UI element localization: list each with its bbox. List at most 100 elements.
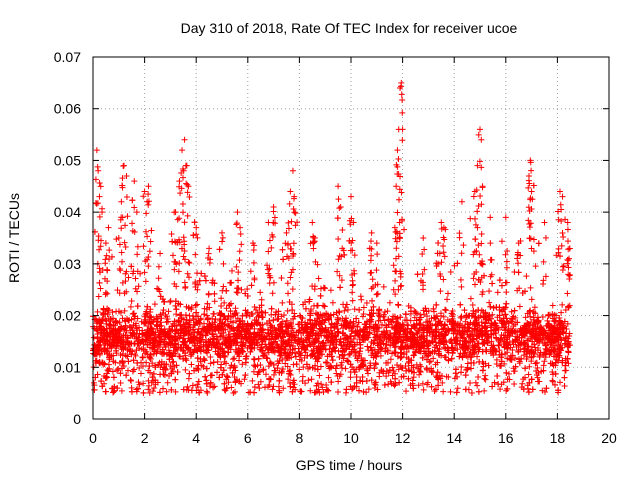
data-point <box>140 389 147 396</box>
data-point <box>239 342 246 349</box>
data-point <box>508 308 515 315</box>
data-point <box>137 370 144 377</box>
data-point <box>214 358 221 365</box>
data-point <box>481 387 488 394</box>
data-point <box>279 246 286 253</box>
data-point <box>251 362 258 369</box>
data-point <box>440 388 447 395</box>
data-point <box>370 327 377 334</box>
data-point <box>467 295 474 302</box>
data-point <box>281 311 288 318</box>
data-point <box>453 389 460 396</box>
data-point <box>167 297 174 304</box>
data-point <box>314 366 321 373</box>
data-point <box>189 382 196 389</box>
data-point <box>314 302 321 309</box>
data-point <box>474 353 481 360</box>
data-point <box>454 346 461 353</box>
data-point <box>511 381 518 387</box>
data-point <box>410 344 417 351</box>
data-point <box>227 328 234 335</box>
data-point <box>180 386 187 393</box>
data-point <box>146 363 153 370</box>
data-point <box>498 282 505 289</box>
data-point <box>364 343 371 350</box>
data-point <box>479 367 486 374</box>
data-point <box>410 385 417 392</box>
data-point <box>534 364 541 371</box>
data-point <box>194 355 201 362</box>
data-point <box>335 388 341 395</box>
data-point <box>231 355 238 362</box>
data-point <box>489 311 496 318</box>
data-point <box>320 284 327 291</box>
data-point <box>447 268 454 275</box>
data-point <box>566 245 573 252</box>
data-point <box>542 389 549 396</box>
data-point <box>244 285 251 292</box>
data-point <box>432 339 439 346</box>
data-point <box>405 303 412 310</box>
data-point <box>528 296 535 303</box>
data-point <box>396 379 403 386</box>
data-point <box>490 304 497 311</box>
data-point <box>363 378 370 385</box>
data-point <box>350 384 357 391</box>
data-point <box>371 365 378 372</box>
data-point <box>319 384 326 391</box>
data-point <box>475 388 482 395</box>
data-point <box>430 355 437 362</box>
data-point <box>559 301 566 308</box>
data-point <box>387 342 394 349</box>
data-point <box>481 375 488 382</box>
data-point <box>278 274 285 281</box>
data-point <box>280 385 287 392</box>
data-point <box>197 358 204 365</box>
data-point <box>472 236 479 243</box>
data-point <box>298 319 305 326</box>
data-point <box>270 317 277 324</box>
data-point <box>184 383 191 390</box>
data-point <box>449 350 456 357</box>
data-point <box>136 364 143 371</box>
data-point <box>228 267 235 274</box>
data-point <box>256 385 263 392</box>
data-point <box>140 380 147 387</box>
data-point <box>143 359 150 366</box>
data-point <box>129 220 136 227</box>
data-point <box>251 384 258 391</box>
data-point <box>515 269 522 276</box>
data-point <box>565 348 572 355</box>
data-point <box>468 359 475 366</box>
data-point <box>515 260 522 267</box>
data-point <box>442 306 449 313</box>
data-point <box>525 371 532 378</box>
data-point <box>262 309 269 316</box>
data-point <box>478 319 485 326</box>
data-point <box>503 300 510 307</box>
data-point <box>125 274 132 281</box>
data-point <box>207 354 214 361</box>
data-point <box>549 377 556 384</box>
data-point <box>549 302 556 309</box>
data-point <box>540 362 547 369</box>
data-point <box>519 380 526 387</box>
data-point <box>113 343 120 350</box>
data-point <box>489 280 496 287</box>
data-point <box>381 309 388 316</box>
data-point <box>257 289 264 296</box>
data-point <box>328 379 335 386</box>
data-point <box>511 307 518 314</box>
data-point <box>329 357 336 364</box>
data-point <box>415 382 422 389</box>
data-point <box>333 362 340 369</box>
data-point <box>381 382 388 389</box>
data-point <box>129 348 136 355</box>
data-point <box>494 289 501 296</box>
data-point <box>535 378 542 385</box>
data-point <box>386 299 393 306</box>
data-point <box>127 303 134 310</box>
data-point <box>456 234 463 241</box>
data-point <box>472 379 479 386</box>
data-point <box>461 335 468 342</box>
